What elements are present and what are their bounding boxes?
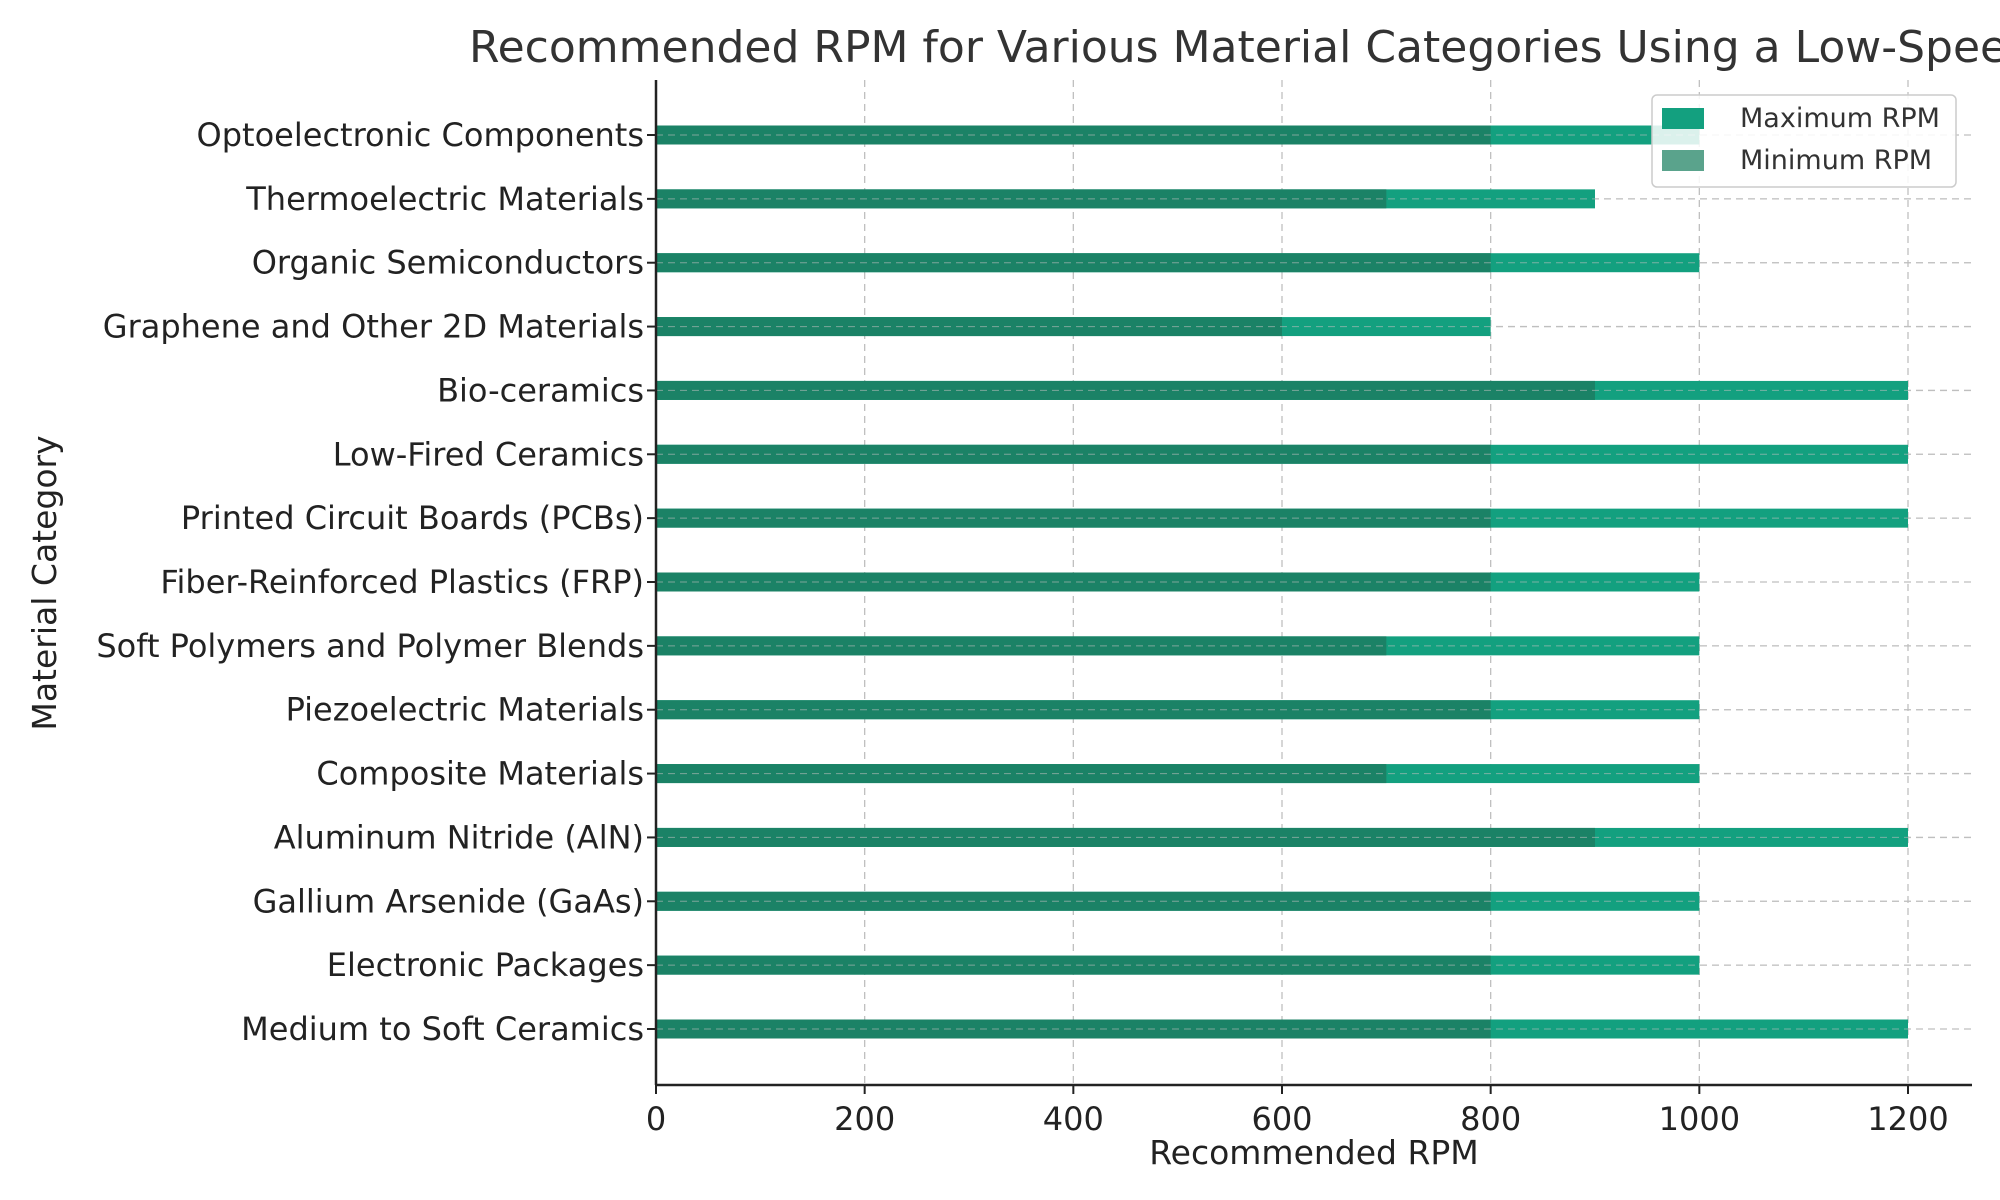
y-tick-label: Optoelectronic Components <box>197 116 644 154</box>
y-tick-label: Printed Circuit Boards (PCBs) <box>181 499 644 537</box>
chart-title: Recommended RPM for Various Material Cat… <box>469 22 2000 73</box>
y-tick-label: Bio-ceramics <box>437 371 644 409</box>
y-tick-label: Organic Semiconductors <box>252 244 644 282</box>
bar-minimum-rpm <box>656 444 1491 464</box>
x-tick-label: 800 <box>1460 1100 1521 1138</box>
bar-minimum-rpm <box>656 125 1491 145</box>
y-tick-label: Aluminum Nitride (AlN) <box>274 818 644 856</box>
y-axis-label: Material Category <box>25 435 64 730</box>
bar-minimum-rpm <box>656 955 1491 975</box>
bar-minimum-rpm <box>656 253 1491 273</box>
legend-label: Maximum RPM <box>1740 103 1940 134</box>
y-tick-label: Soft Polymers and Polymer Blends <box>96 627 644 665</box>
y-tick-label: Medium to Soft Ceramics <box>241 1010 644 1048</box>
x-tick-label: 1000 <box>1659 1100 1740 1138</box>
x-tick-label: 400 <box>1043 1100 1104 1138</box>
legend: Maximum RPM Minimum RPM <box>1651 94 1957 188</box>
x-tick-label: 0 <box>646 1100 666 1138</box>
y-tick-label: Fiber-Reinforced Plastics (FRP) <box>160 563 644 601</box>
bar-minimum-rpm <box>656 700 1491 720</box>
y-tick-label: Graphene and Other 2D Materials <box>103 308 644 346</box>
x-tick-label: 200 <box>834 1100 895 1138</box>
legend-swatch <box>1662 150 1704 171</box>
bar-minimum-rpm <box>656 572 1491 592</box>
y-tick-label: Thermoelectric Materials <box>245 180 644 218</box>
x-tick-label: 1200 <box>1867 1100 1948 1138</box>
y-tick-label: Piezoelectric Materials <box>286 691 644 729</box>
x-tick-label: 600 <box>1251 1100 1312 1138</box>
bar-minimum-rpm <box>656 508 1491 528</box>
y-tick-label: Low-Fired Ceramics <box>333 435 644 473</box>
bar-minimum-rpm <box>656 891 1491 911</box>
y-ticks: Medium to Soft Ceramics Electronic Packag… <box>96 116 656 1048</box>
legend-label: Minimum RPM <box>1740 145 1932 176</box>
legend-box <box>1651 94 1957 188</box>
y-tick-label: Gallium Arsenide (GaAs) <box>253 882 644 920</box>
legend-swatch <box>1662 108 1704 129</box>
x-axis-label: Recommended RPM <box>1149 1133 1479 1172</box>
y-tick-label: Electronic Packages <box>327 946 644 984</box>
bars <box>656 125 1972 1039</box>
bar-minimum-rpm <box>656 1019 1491 1039</box>
y-tick-label: Composite Materials <box>316 755 644 793</box>
x-ticks: 0 200 400 600 800 1000 1200 <box>646 1085 1949 1138</box>
